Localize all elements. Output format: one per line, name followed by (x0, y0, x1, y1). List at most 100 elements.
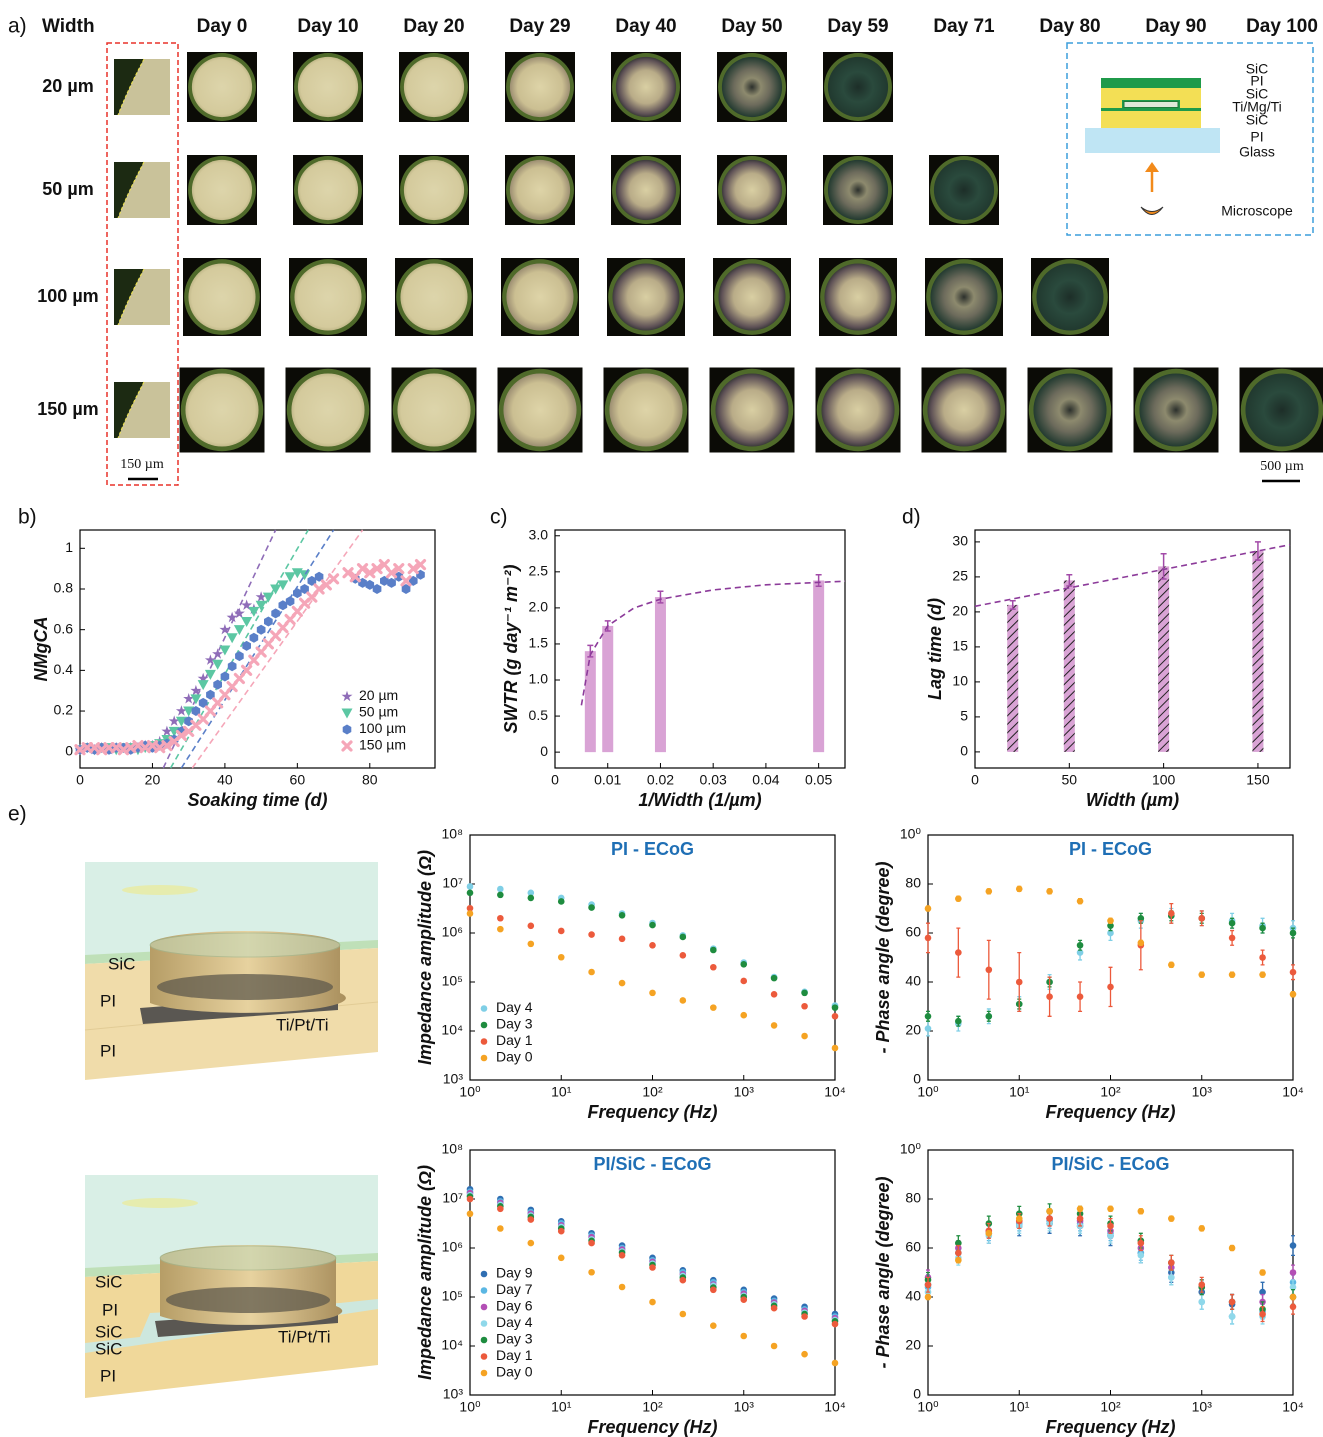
marker (955, 949, 962, 956)
marker (710, 947, 717, 954)
layer-label: Ti/Pt/Ti (276, 1015, 329, 1034)
y-tick-label: 25 (952, 568, 968, 584)
marker (619, 980, 626, 987)
marker (1016, 1215, 1023, 1222)
marker (801, 990, 808, 997)
disk (934, 160, 994, 220)
disk (192, 57, 252, 117)
marker (1168, 1274, 1175, 1281)
y-tick-label: 10⁸ (442, 1141, 464, 1157)
marker (680, 934, 687, 941)
y-tick-label: 1.0 (529, 671, 549, 687)
chart: 00.010.020.030.040.0500.51.01.52.02.53.0… (490, 506, 845, 810)
disk (1033, 373, 1106, 446)
marker (1077, 1215, 1084, 1222)
marker (558, 898, 565, 905)
disk (122, 885, 198, 895)
x-tick-label: 10² (642, 1399, 663, 1415)
marker (1259, 1269, 1266, 1276)
disk (1245, 373, 1318, 446)
disk (609, 373, 682, 446)
disk (1139, 373, 1212, 446)
y-tick-label: 0.4 (54, 661, 74, 677)
y-tick-label: 0.8 (54, 580, 74, 596)
chart-title: PI - ECoG (611, 839, 694, 859)
x-tick-label: 10¹ (551, 1399, 572, 1415)
x-axis-label: Soaking time (d) (187, 790, 327, 810)
disk (718, 263, 785, 330)
disk (294, 263, 361, 330)
y-tick-label: 40 (905, 1288, 921, 1304)
marker (1107, 917, 1114, 924)
marker (740, 961, 747, 968)
figure: a) Width 150 µm 500 µm Microscope e) SiC… (0, 0, 1323, 1437)
disk (612, 263, 679, 330)
x-axis-label: Frequency (Hz) (1045, 1417, 1175, 1437)
marker (1077, 942, 1084, 949)
day-label: Day 90 (1145, 16, 1206, 37)
marker (925, 1013, 932, 1020)
day-label: Day 0 (197, 16, 248, 37)
disk (722, 57, 782, 117)
sic-layer (1101, 78, 1201, 88)
scale-label: 150 µm (120, 457, 164, 472)
chart-title: PI/SiC - ECoG (1051, 1154, 1169, 1174)
marker (832, 1013, 839, 1020)
y-tick-label: 15 (952, 638, 968, 654)
x-axis-label: Frequency (Hz) (1045, 1102, 1175, 1122)
legend-label: Day 3 (496, 1016, 533, 1032)
layer-label: PI (100, 991, 116, 1010)
legend-marker (481, 1337, 488, 1344)
x-tick-label: 150 (1246, 772, 1270, 788)
marker (1198, 1281, 1205, 1288)
marker (1138, 1240, 1145, 1247)
bar (1252, 551, 1263, 752)
legend-label: Day 0 (496, 1364, 533, 1380)
marker (497, 926, 504, 933)
marker (649, 942, 656, 949)
well-bottom (166, 1287, 330, 1313)
marker (1138, 1208, 1145, 1215)
width-label: 20 µm (42, 76, 93, 96)
x-axis-label: Frequency (Hz) (587, 1102, 717, 1122)
x-tick-label: 10¹ (1009, 1084, 1030, 1100)
x-tick-label: 20 (145, 772, 161, 788)
y-tick-label: 10⁶ (442, 924, 463, 940)
width-label: 100 µm (37, 286, 98, 306)
panel-label: c) (490, 506, 508, 529)
chart: 10⁰10¹10²10³10⁴10³10⁴10⁵10⁶10⁷10⁸PI/SiC … (415, 1141, 846, 1437)
marker (558, 954, 565, 961)
y-tick-label: 20 (952, 603, 968, 619)
y-tick-label: 10⁵ (442, 973, 463, 989)
bar (813, 580, 824, 752)
y-tick-label: 10⁷ (442, 1190, 463, 1206)
x-tick-label: 10¹ (1009, 1399, 1030, 1415)
layer-label: SiC (95, 1272, 122, 1291)
day-label: Day 50 (721, 16, 782, 37)
legend-marker (481, 1271, 488, 1278)
y-tick-label: 10⁷ (442, 875, 463, 891)
x-axis-label: Width (µm) (1086, 790, 1179, 810)
disk (122, 1198, 198, 1208)
marker (1229, 1299, 1236, 1306)
marker (1198, 971, 1205, 978)
marker (1016, 886, 1023, 893)
marker (558, 1228, 565, 1235)
disk (722, 160, 782, 220)
marker (497, 892, 504, 899)
disk (510, 57, 570, 117)
disk (397, 373, 470, 446)
legend-marker (481, 1022, 488, 1029)
x-axis-label: 1/Width (1/µm) (638, 790, 761, 810)
panel-label: a) (8, 15, 27, 38)
marker (467, 883, 474, 890)
x-tick-label: 0.04 (752, 772, 779, 788)
marker (740, 1012, 747, 1019)
well-rim (160, 1246, 336, 1270)
y-tick-label: 40 (905, 973, 921, 989)
marker (649, 1264, 656, 1271)
x-tick-label: 10¹ (551, 1084, 572, 1100)
marker (710, 1287, 717, 1294)
layer-label: PI (100, 1041, 116, 1060)
disk (291, 373, 364, 446)
